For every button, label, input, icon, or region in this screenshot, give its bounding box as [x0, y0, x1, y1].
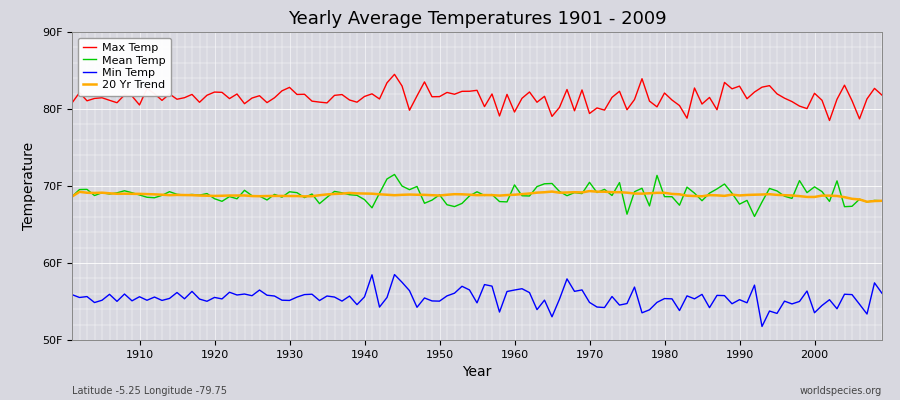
Mean Temp	[389, 172, 400, 177]
Y-axis label: Temperature: Temperature	[22, 142, 36, 230]
Title: Yearly Average Temperatures 1901 - 2009: Yearly Average Temperatures 1901 - 2009	[288, 10, 666, 28]
Mean Temp	[749, 214, 760, 219]
Text: worldspecies.org: worldspecies.org	[800, 386, 882, 396]
Min Temp	[607, 294, 617, 299]
Mean Temp	[877, 198, 887, 203]
Max Temp	[67, 100, 77, 105]
Mean Temp	[67, 194, 77, 199]
20 Yr Trend	[584, 189, 595, 194]
20 Yr Trend	[501, 193, 512, 198]
Min Temp	[517, 286, 527, 291]
Min Temp	[337, 299, 347, 304]
Min Temp	[67, 292, 77, 297]
Line: Max Temp: Max Temp	[72, 74, 882, 120]
Max Temp	[824, 118, 835, 123]
Max Temp	[337, 92, 347, 97]
Mean Temp	[127, 190, 138, 195]
20 Yr Trend	[607, 190, 617, 194]
Legend: Max Temp, Mean Temp, Min Temp, 20 Yr Trend: Max Temp, Mean Temp, Min Temp, 20 Yr Tre…	[77, 38, 171, 96]
Min Temp	[127, 298, 138, 303]
Max Temp	[607, 95, 617, 100]
20 Yr Trend	[127, 192, 138, 196]
Mean Temp	[607, 193, 617, 198]
20 Yr Trend	[861, 199, 872, 204]
Line: Mean Temp: Mean Temp	[72, 174, 882, 216]
Min Temp	[292, 295, 302, 300]
20 Yr Trend	[292, 194, 302, 198]
Mean Temp	[292, 190, 302, 195]
Line: 20 Yr Trend: 20 Yr Trend	[72, 191, 882, 202]
Max Temp	[517, 96, 527, 101]
Min Temp	[389, 272, 400, 277]
20 Yr Trend	[337, 191, 347, 196]
Min Temp	[757, 324, 768, 329]
Min Temp	[509, 288, 520, 292]
Mean Temp	[337, 190, 347, 195]
Max Temp	[389, 72, 400, 77]
Max Temp	[877, 93, 887, 98]
20 Yr Trend	[509, 192, 520, 197]
Text: Latitude -5.25 Longitude -79.75: Latitude -5.25 Longitude -79.75	[72, 386, 227, 396]
Mean Temp	[517, 193, 527, 198]
20 Yr Trend	[67, 194, 77, 199]
Max Temp	[127, 94, 138, 98]
20 Yr Trend	[877, 198, 887, 203]
Max Temp	[292, 92, 302, 97]
Line: Min Temp: Min Temp	[72, 274, 882, 326]
Min Temp	[877, 291, 887, 296]
Mean Temp	[509, 182, 520, 187]
X-axis label: Year: Year	[463, 365, 491, 379]
Max Temp	[509, 110, 520, 114]
